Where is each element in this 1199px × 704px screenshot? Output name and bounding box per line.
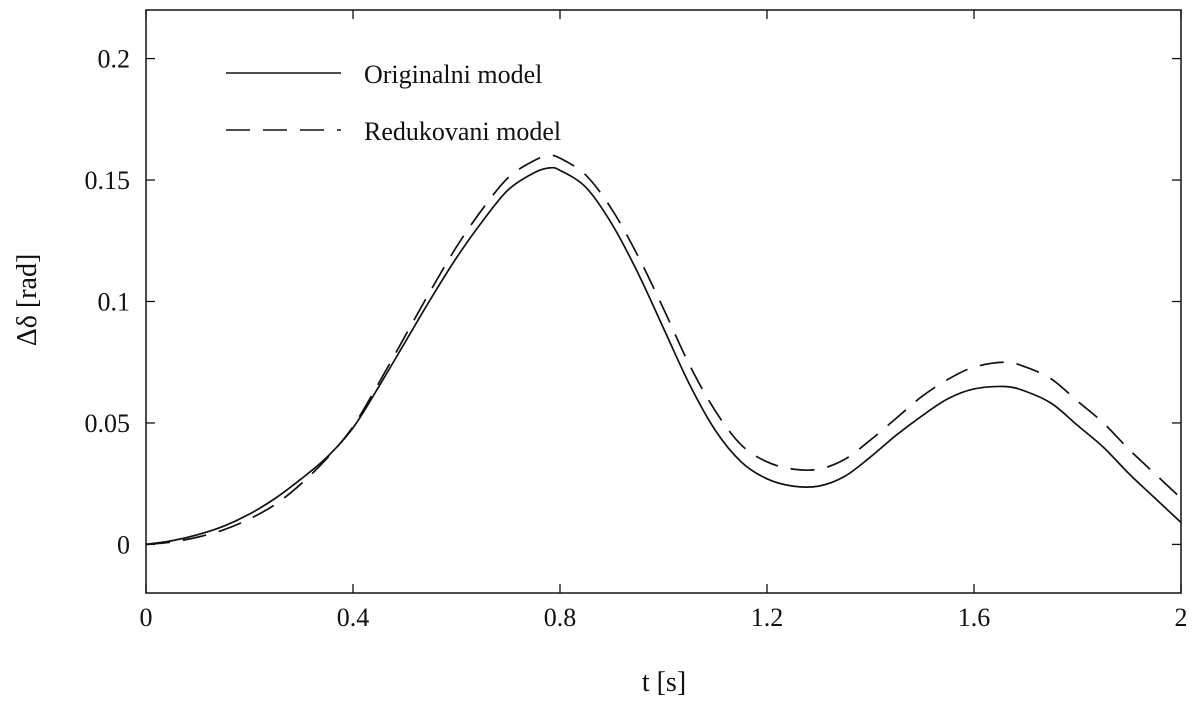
y-tick-label: 0.15: [85, 166, 131, 195]
legend-label-originalni-model: Originalni model: [364, 60, 542, 89]
y-tick-label: 0.2: [98, 45, 131, 74]
series-line-originalni-model: [145, 166, 1182, 546]
series-layer: [145, 154, 1182, 546]
x-tick-label: 2: [1175, 603, 1188, 632]
x-tick-label: 1.6: [958, 603, 991, 632]
y-tick-label: 0.05: [85, 409, 131, 438]
y-tick-label: 0: [117, 530, 130, 559]
y-axis-label: Δδ [rad]: [12, 254, 43, 347]
plot-frame: [145, 9, 1182, 594]
x-tick-label: 0.8: [544, 603, 577, 632]
legend: Originalni model Redukovani model: [226, 60, 561, 146]
x-tick-label: 0: [140, 603, 153, 632]
x-axis-label: t [s]: [642, 667, 686, 698]
y-tick-label: 0.1: [98, 288, 131, 317]
series-line-redukovani-model: [145, 154, 1182, 546]
axis-ticks: 0 0.4 0.8 1.2 1.6 2 0 0.05 0.1 0.15 0.2: [85, 10, 1188, 632]
legend-label-redukovani-model: Redukovani model: [364, 117, 561, 146]
x-tick-label: 1.2: [751, 603, 784, 632]
x-tick-label: 0.4: [337, 603, 370, 632]
